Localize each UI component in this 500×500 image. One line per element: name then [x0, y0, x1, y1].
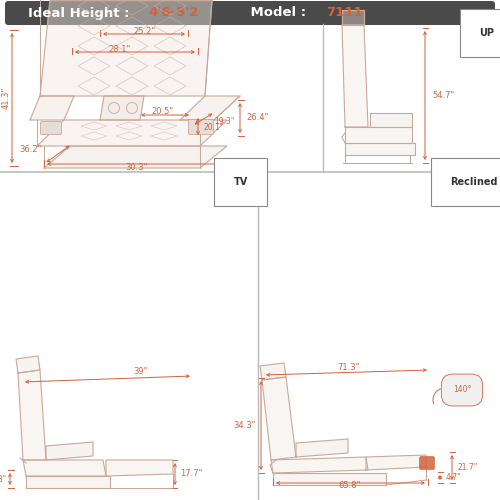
Text: 30.3": 30.3": [125, 162, 147, 172]
Text: Ideal Height :: Ideal Height :: [28, 6, 134, 20]
Text: 21.7": 21.7": [458, 464, 478, 472]
Text: 65.8": 65.8": [339, 482, 361, 490]
FancyBboxPatch shape: [188, 120, 214, 134]
Polygon shape: [260, 363, 286, 380]
Text: Reclined: Reclined: [450, 177, 498, 187]
Text: 34.3": 34.3": [234, 422, 256, 430]
Text: TV: TV: [234, 177, 248, 187]
Text: 71.3": 71.3": [337, 362, 359, 372]
Text: 17.7": 17.7": [180, 470, 203, 478]
Text: 140°: 140°: [453, 386, 471, 394]
Text: 36.2": 36.2": [20, 144, 42, 154]
Text: 28.1": 28.1": [109, 44, 131, 54]
Text: 41.3": 41.3": [2, 87, 11, 109]
Text: 25.2": 25.2": [133, 26, 155, 36]
Polygon shape: [262, 377, 296, 460]
Text: 7111: 7111: [326, 6, 362, 20]
Text: Model :: Model :: [232, 6, 311, 20]
FancyBboxPatch shape: [40, 122, 62, 134]
Polygon shape: [273, 473, 386, 485]
Polygon shape: [342, 25, 368, 127]
Polygon shape: [18, 370, 46, 460]
FancyBboxPatch shape: [5, 1, 495, 25]
Polygon shape: [46, 442, 93, 460]
Polygon shape: [100, 96, 144, 120]
Text: 54.7": 54.7": [432, 92, 454, 100]
Polygon shape: [366, 455, 426, 470]
Polygon shape: [180, 96, 240, 120]
Polygon shape: [345, 127, 412, 143]
Text: 4.7": 4.7": [446, 474, 462, 482]
Text: 4'6-5'2: 4'6-5'2: [148, 6, 198, 20]
Polygon shape: [40, 0, 212, 96]
Polygon shape: [296, 439, 348, 457]
Polygon shape: [342, 10, 364, 25]
Polygon shape: [16, 356, 40, 373]
Text: 19.3": 19.3": [214, 116, 234, 126]
Polygon shape: [23, 460, 106, 476]
Polygon shape: [44, 146, 227, 168]
Polygon shape: [37, 120, 227, 146]
Polygon shape: [30, 96, 74, 120]
Polygon shape: [271, 457, 368, 473]
Text: 39": 39": [133, 368, 147, 376]
Polygon shape: [370, 113, 412, 127]
Text: 20.1": 20.1": [204, 124, 224, 132]
Text: 20.5": 20.5": [151, 108, 173, 116]
FancyBboxPatch shape: [420, 456, 434, 469]
Text: 11.8": 11.8": [0, 474, 6, 484]
Text: UP: UP: [479, 28, 494, 38]
Polygon shape: [106, 460, 173, 476]
Polygon shape: [345, 143, 415, 155]
Polygon shape: [26, 476, 110, 488]
Text: 26.4": 26.4": [246, 114, 268, 122]
